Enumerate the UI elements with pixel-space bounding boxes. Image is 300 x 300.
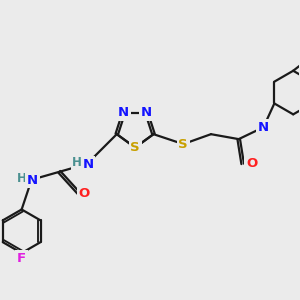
Text: S: S [130, 141, 140, 154]
Text: N: N [141, 106, 152, 119]
Text: N: N [27, 174, 38, 187]
Text: H: H [17, 172, 27, 185]
Text: N: N [82, 158, 94, 171]
Text: O: O [78, 187, 90, 200]
Text: S: S [178, 138, 188, 151]
Text: N: N [118, 106, 129, 119]
Text: F: F [17, 251, 26, 265]
Text: O: O [246, 158, 257, 170]
Text: H: H [72, 156, 82, 170]
Text: N: N [258, 121, 269, 134]
